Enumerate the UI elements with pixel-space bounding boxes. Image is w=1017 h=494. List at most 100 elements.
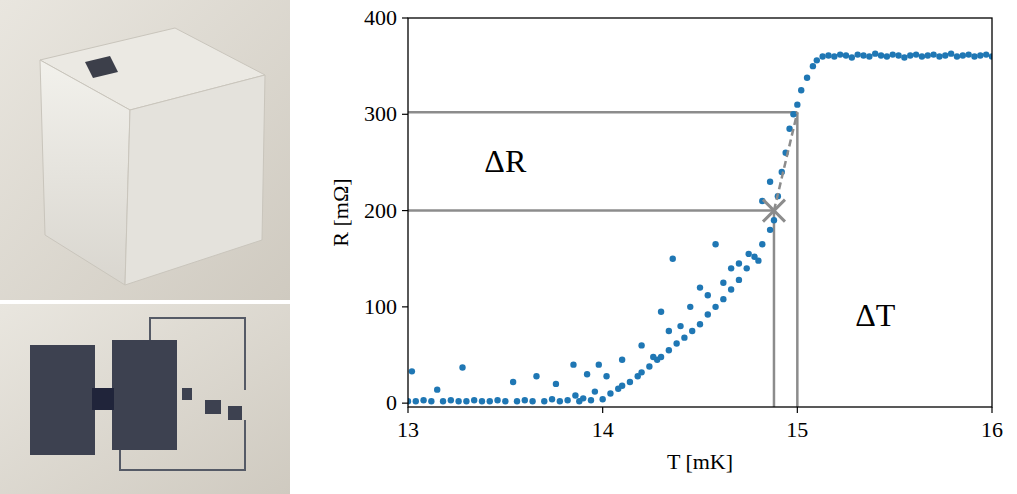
data-point — [584, 371, 590, 377]
cube-right — [125, 75, 265, 285]
pad-right — [112, 340, 177, 450]
x-tick-label: 15 — [786, 417, 808, 442]
data-point — [866, 53, 872, 59]
data-point — [510, 379, 516, 385]
bond-pad — [228, 406, 242, 420]
data-point — [638, 342, 644, 348]
operating-point-marker — [763, 200, 785, 222]
data-point — [890, 51, 896, 57]
data-point — [592, 388, 598, 394]
photo-bottom — [0, 304, 290, 494]
data-point — [837, 51, 843, 57]
y-tick — [402, 403, 408, 404]
data-point — [965, 51, 971, 57]
data-point — [409, 368, 415, 374]
data-point — [901, 54, 907, 60]
data-point — [557, 398, 563, 404]
data-point — [843, 52, 849, 58]
data-point — [977, 52, 983, 58]
data-point — [960, 52, 966, 58]
data-point — [533, 373, 539, 379]
data-point — [619, 383, 625, 389]
data-point — [971, 53, 977, 59]
data-point — [798, 87, 804, 93]
data-point — [728, 286, 734, 292]
points — [408, 50, 992, 404]
data-point — [895, 52, 901, 58]
data-point — [564, 397, 570, 403]
y-tick — [402, 306, 408, 307]
data-point — [588, 397, 594, 403]
y-tick-label: 300 — [364, 101, 397, 126]
delta-r-lower-line — [408, 209, 774, 212]
y-tick — [402, 17, 408, 18]
data-point — [930, 51, 936, 57]
data-point — [755, 257, 761, 263]
y-tick — [402, 114, 408, 115]
data-point — [697, 321, 703, 327]
delta-t-right-line — [796, 112, 799, 407]
data-point — [638, 369, 644, 375]
data-point — [744, 265, 750, 271]
data-point — [720, 280, 726, 286]
data-point — [570, 361, 576, 367]
data-point — [596, 361, 602, 367]
pad-left — [30, 345, 95, 455]
data-point — [650, 354, 656, 360]
data-point — [925, 52, 931, 58]
cube-left — [40, 60, 130, 285]
data-point — [522, 397, 528, 403]
data-point — [646, 363, 652, 369]
guides — [408, 112, 797, 407]
figure: 131415160100200300400T [mK]R [mΩ]ΔRΔT — [0, 0, 1017, 494]
data-point — [572, 392, 578, 398]
data-point — [790, 111, 796, 117]
data-point — [878, 52, 884, 58]
data-point — [487, 398, 493, 404]
x-tick-label: 16 — [981, 417, 1003, 442]
data-point — [448, 397, 454, 403]
data-point — [794, 101, 800, 107]
data-point — [420, 397, 426, 403]
data-point — [860, 52, 866, 58]
data-point — [936, 53, 942, 59]
data-point — [455, 398, 461, 404]
data-point — [580, 395, 586, 401]
x-tick — [407, 407, 408, 413]
data-point — [954, 53, 960, 59]
data-point — [831, 53, 837, 59]
data-point — [983, 51, 989, 57]
data-point — [884, 53, 890, 59]
data-point — [689, 328, 695, 334]
data-point — [514, 398, 520, 404]
data-point — [603, 373, 609, 379]
data-point — [619, 357, 625, 363]
data-point — [658, 354, 664, 360]
data-point — [759, 241, 765, 247]
data-point — [434, 386, 440, 392]
data-point — [767, 178, 773, 184]
x-tick-label: 13 — [397, 417, 419, 442]
data-point — [804, 74, 810, 80]
data-point — [872, 50, 878, 56]
data-point — [907, 52, 913, 58]
data-point — [705, 311, 711, 317]
tangent — [774, 112, 797, 210]
data-point — [767, 227, 773, 233]
data-point — [854, 51, 860, 57]
bond-pad — [182, 388, 192, 400]
data-point — [541, 398, 547, 404]
data-point — [771, 217, 777, 223]
data-point — [413, 398, 419, 404]
y-tick-label: 100 — [364, 294, 397, 319]
sensor — [92, 388, 114, 410]
data-point — [712, 241, 718, 247]
data-point — [849, 54, 855, 60]
x-axis-title: T [mK] — [667, 449, 733, 474]
data-point — [479, 398, 485, 404]
data-point — [728, 265, 734, 271]
data-point — [463, 398, 469, 404]
data-point — [440, 398, 446, 404]
data-point — [736, 277, 742, 283]
chip — [85, 56, 118, 78]
